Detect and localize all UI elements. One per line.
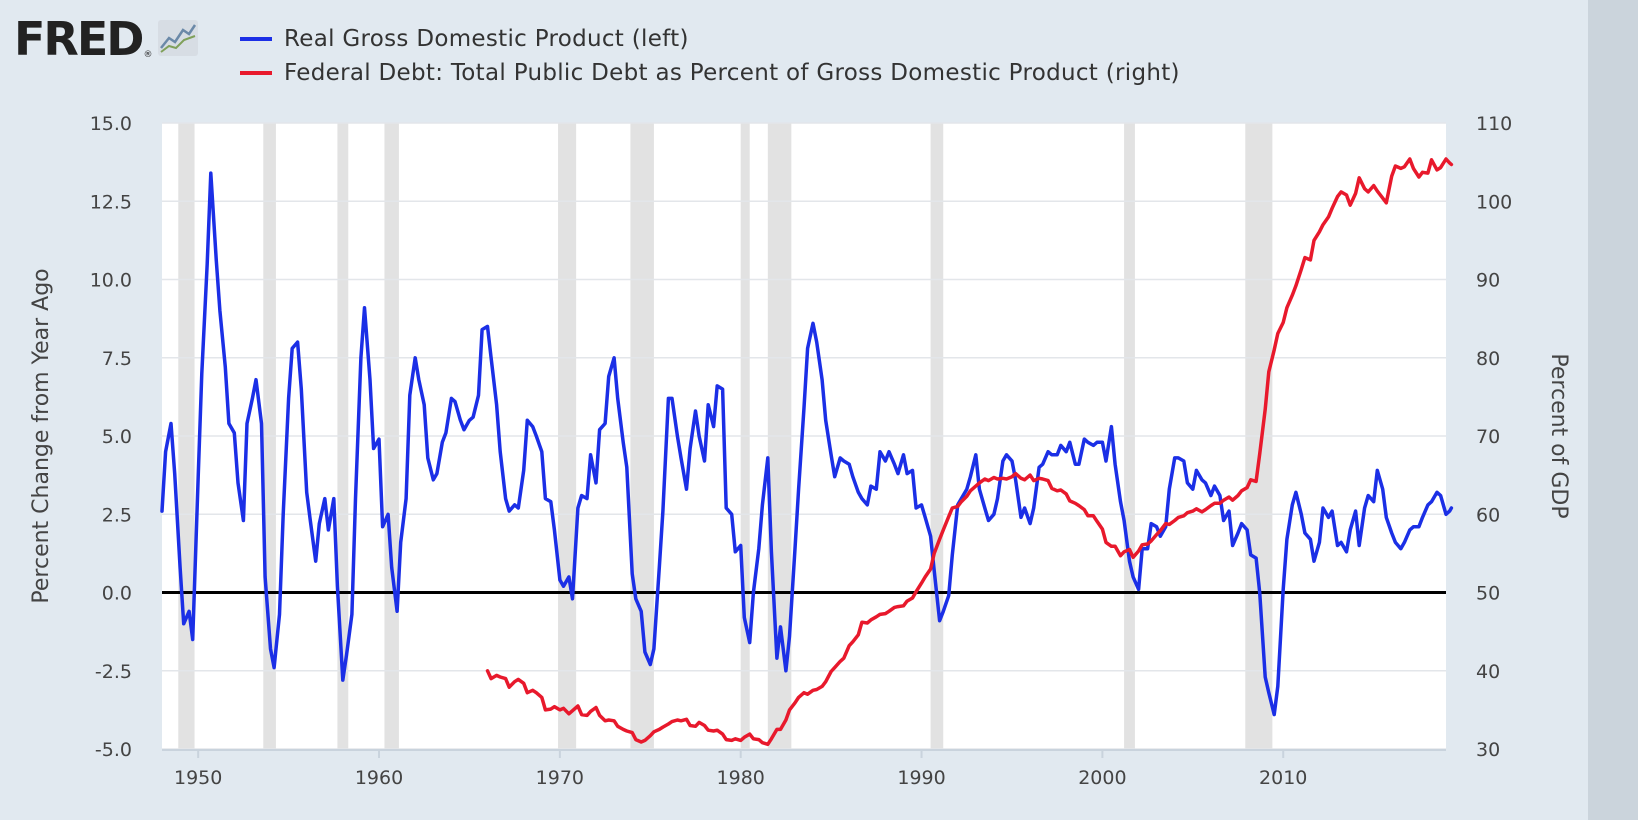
y-tick-left: -2.5	[95, 661, 132, 683]
y-axis-title-left: Percent Change from Year Ago	[29, 268, 54, 603]
y-tick-left: 15.0	[90, 113, 132, 135]
legend-label-debt: Federal Debt: Total Public Debt as Perce…	[284, 60, 1180, 86]
y-tick-left: 7.5	[102, 348, 132, 370]
series-line-gdp[interactable]	[160, 171, 1454, 717]
y-tick-right: 30	[1476, 739, 1500, 761]
y-tick-left: -5.0	[95, 739, 132, 761]
y-tick-left: 2.5	[102, 504, 132, 526]
legend-swatch-gdp	[240, 37, 272, 41]
series-line-debt[interactable]	[485, 157, 1454, 747]
fred-logo-text: FRED	[14, 12, 144, 66]
y-tick-right: 50	[1476, 583, 1500, 605]
trend-chart-icon	[158, 20, 199, 60]
x-tick-label: 1960	[355, 767, 403, 789]
x-tick-label: 2010	[1259, 767, 1307, 789]
y-tick-right: 80	[1476, 348, 1500, 370]
y-tick-left: 12.5	[90, 191, 132, 213]
legend-label-gdp: Real Gross Domestic Product (left)	[284, 26, 689, 52]
x-tick-label: 1980	[717, 767, 765, 789]
x-tick-label: 1990	[897, 767, 945, 789]
legend-item-debt[interactable]: Federal Debt: Total Public Debt as Perce…	[240, 56, 1180, 90]
y-tick-left: 5.0	[102, 426, 132, 448]
registered-mark: ®	[143, 50, 153, 60]
y-tick-right: 70	[1476, 426, 1500, 448]
y-axis-title-right: Percent of GDP	[1546, 353, 1571, 518]
y-tick-right: 60	[1476, 504, 1500, 526]
chart-legend: Real Gross Domestic Product (left) Feder…	[240, 22, 1180, 90]
x-tick-label: 2000	[1078, 767, 1126, 789]
axes: 15.0 12.5 10.0 7.5 5.0 2.5 0.0 -2.5 -5.0 110 100 90…	[90, 113, 1513, 789]
legend-swatch-debt	[240, 71, 272, 75]
y-tick-right: 90	[1476, 270, 1500, 292]
series-lines	[160, 157, 1454, 747]
legend-item-gdp[interactable]: Real Gross Domestic Product (left)	[240, 22, 1180, 56]
y-tick-right: 100	[1476, 191, 1512, 213]
x-tick-label: 1950	[174, 767, 222, 789]
grid-lines	[162, 122, 1446, 750]
x-tick-label: 1970	[536, 767, 584, 789]
y-tick-left: 0.0	[102, 583, 132, 605]
fred-logo[interactable]: FRED ®	[14, 12, 199, 66]
y-tick-right: 110	[1476, 113, 1512, 135]
y-tick-right: 40	[1476, 661, 1500, 683]
y-tick-left: 10.0	[90, 270, 132, 292]
window-edge	[1588, 0, 1638, 820]
